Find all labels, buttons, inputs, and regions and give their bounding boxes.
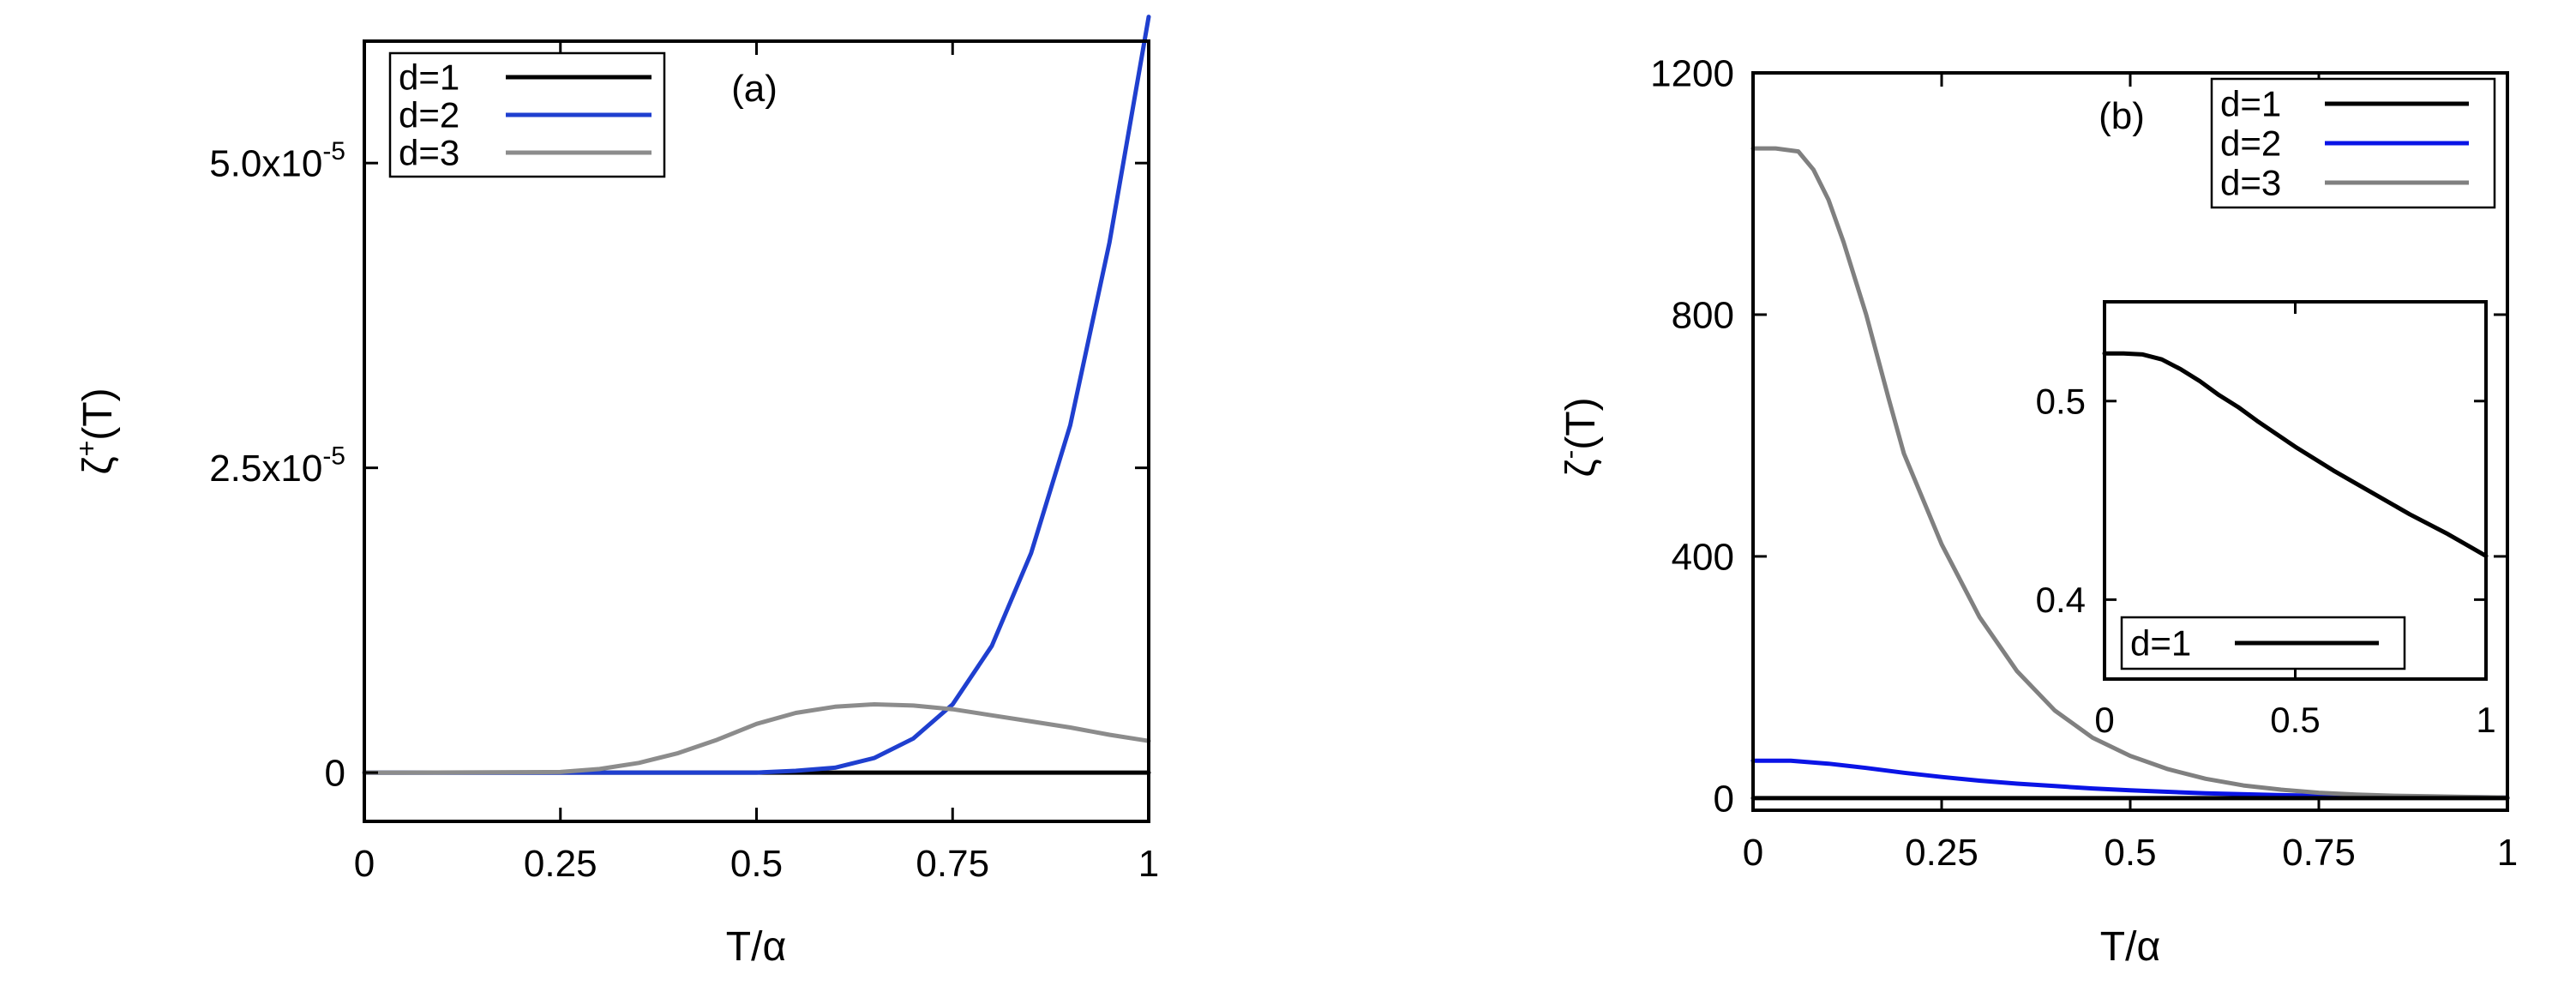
- panel-b-x-axis-title: T/α: [2100, 924, 2160, 970]
- panel-b-inset-chart: 0 0.5 1 0.4 0.5 d=1: [2036, 300, 2496, 740]
- panel-a-x-tick-label: 0: [354, 843, 375, 885]
- panel-b-y-tick-label: 1200: [1650, 52, 1734, 94]
- panel-a-series-line-d2: [362, 15, 1151, 775]
- inset-y-tick-label: 0.5: [2036, 381, 2086, 421]
- panel-b-x-tick-label: 0.5: [2104, 832, 2156, 874]
- panel-b-y-tick-label: 400: [1672, 536, 1734, 578]
- panel-a-x-axis-title: T/α: [726, 924, 786, 970]
- panel-a-chart: 0 0.25 0.5 0.75 1 0 2.5x10-5 5.0x10-5 d=1d=2d=3…: [71, 15, 1159, 970]
- panel-a-series-line-d3: [362, 702, 1151, 775]
- inset-legend-label: d=1: [2130, 623, 2191, 664]
- inset-x-tick-label: 0.5: [2270, 700, 2320, 740]
- panel-b-label: (b): [2099, 95, 2145, 137]
- panel-b-x-tick-label: 0: [1743, 832, 1763, 874]
- panel-a-legend-label: d=1: [399, 57, 459, 98]
- panel-b-y-tick-label: 0: [1714, 778, 1734, 820]
- panel-a-y-tick-label: 2.5x10-5: [209, 442, 345, 490]
- panel-b-y-axis-title: ζ-(T): [1554, 397, 1604, 477]
- panel-a-legend-label: d=2: [399, 95, 459, 135]
- panel-b-legend-label: d=3: [2220, 163, 2281, 203]
- panel-a-label: (a): [731, 68, 778, 110]
- panel-a-x-tick-label: 0.25: [524, 843, 597, 885]
- panel-a-legend-label: d=3: [399, 133, 459, 173]
- panel-b-series-line-d2: [1750, 758, 2510, 800]
- panel-a-y-tick-label: 5.0x10-5: [209, 137, 345, 185]
- inset-x-tick-label: 1: [2476, 700, 2495, 740]
- inset-x-tick-label: 0: [2094, 700, 2114, 740]
- panel-a-y-axis-title: ζ+(T): [71, 388, 121, 474]
- panel-a-x-tick-label: 1: [1138, 843, 1159, 885]
- panel-a-x-tick-label: 0.5: [730, 843, 783, 885]
- panel-a-x-tick-label: 0.75: [916, 843, 989, 885]
- panel-a-y-tick-label: 0: [325, 753, 345, 795]
- panel-b-legend-label: d=2: [2220, 123, 2281, 164]
- panel-b-y-tick-label: 800: [1672, 294, 1734, 336]
- panel-b-x-tick-label: 0.25: [1905, 832, 1979, 874]
- inset-series-line-d1: [2102, 351, 2489, 558]
- panel-b-x-tick-label: 0.75: [2282, 832, 2356, 874]
- panel-b-series-line-d3: [1750, 146, 2510, 800]
- panel-b-legend-label: d=1: [2220, 84, 2281, 124]
- panel-b-x-tick-label: 1: [2497, 832, 2518, 874]
- inset-y-tick-label: 0.4: [2036, 580, 2086, 620]
